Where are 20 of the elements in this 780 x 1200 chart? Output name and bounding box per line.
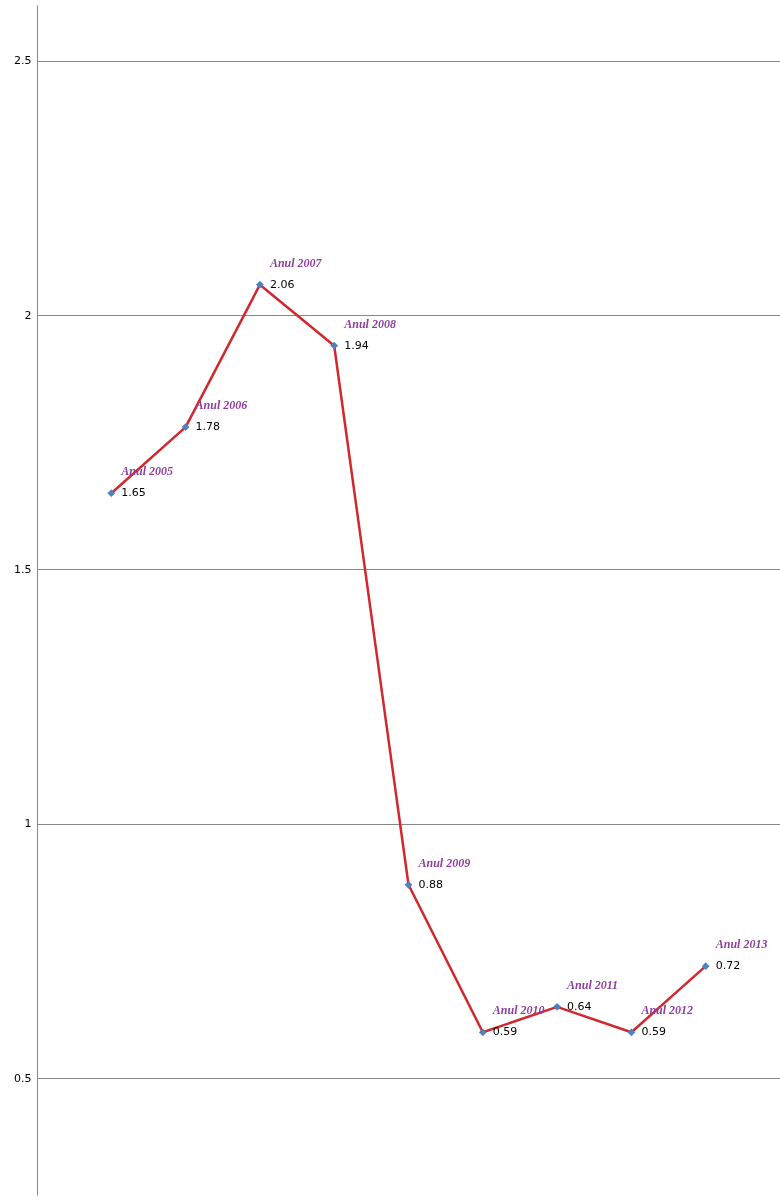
data-label: 1.65 xyxy=(121,486,146,500)
data-label: 0.88 xyxy=(418,877,443,891)
data-label: 2.06 xyxy=(269,277,295,291)
y-tick-label: 0.5 xyxy=(14,1071,32,1085)
annotation: Anul 2013 xyxy=(714,937,768,952)
annotation: Anul 2011 xyxy=(566,977,619,992)
annotation: Anul 2007 xyxy=(268,255,323,270)
annotation: Anul 2010 xyxy=(491,1003,545,1018)
y-tick-label: 2.5 xyxy=(14,54,32,68)
y-tick-label: 1.5 xyxy=(14,562,32,576)
data-label: 0.72 xyxy=(715,959,741,973)
y-tick-label: 2 xyxy=(24,308,32,322)
data-label: 1.94 xyxy=(344,338,369,352)
y-tick-label: 1 xyxy=(24,817,32,831)
data-label: 0.64 xyxy=(567,999,592,1013)
data-label: 1.78 xyxy=(195,420,221,434)
data-label: 0.59 xyxy=(641,1025,666,1039)
data-label: 0.59 xyxy=(492,1025,518,1039)
annotation: Anul 2008 xyxy=(343,316,396,331)
annotation: Anul 2009 xyxy=(417,855,471,870)
